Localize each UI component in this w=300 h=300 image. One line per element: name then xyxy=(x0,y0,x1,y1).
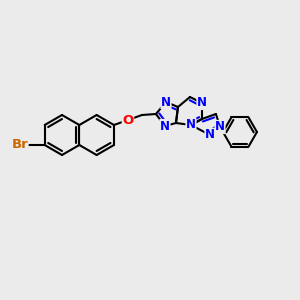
Text: N: N xyxy=(186,118,196,131)
Text: Br: Br xyxy=(11,139,28,152)
Text: N: N xyxy=(215,121,225,134)
Text: O: O xyxy=(122,113,134,127)
Text: N: N xyxy=(161,95,171,109)
Text: N: N xyxy=(197,97,207,110)
Text: N: N xyxy=(205,128,215,142)
Text: N: N xyxy=(160,119,170,133)
